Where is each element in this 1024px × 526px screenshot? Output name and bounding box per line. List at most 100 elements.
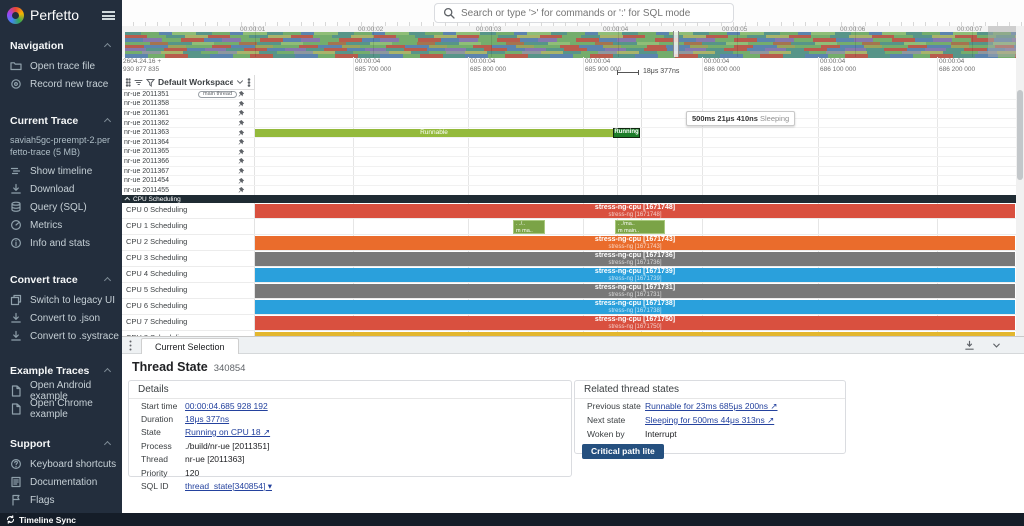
vertical-scrollbar[interactable]: [1016, 26, 1024, 336]
sidebar-item-query-sql[interactable]: Query (SQL): [0, 198, 122, 216]
sidebar-item-keyboard-shortcuts[interactable]: Keyboard shortcuts: [0, 455, 122, 473]
cpu-track-row[interactable]: stress-ng-cpu [1671748] stress-ng [16717…: [122, 203, 1016, 219]
minimap-viewport-brush[interactable]: [673, 31, 679, 57]
section-navigation[interactable]: Navigation: [0, 34, 122, 57]
metrics-icon: [10, 220, 22, 231]
cpu-track-row[interactable]: stress-ng-cpu [1671736] stress-ng [16717…: [122, 251, 1016, 267]
chevron-down-icon[interactable]: [236, 78, 244, 86]
cpu-track-row[interactable]: stress-ng-cpu [1671731] stress-ng [16717…: [122, 283, 1016, 299]
chevron-expanded-icon: [124, 196, 131, 203]
pin-icon[interactable]: [238, 129, 245, 137]
thread-track-row[interactable]: nr-ue 2011454: [122, 176, 1016, 186]
scrollbar-thumb[interactable]: [1017, 90, 1023, 180]
sidebar-item-documentation[interactable]: Documentation: [0, 473, 122, 491]
pin-icon[interactable]: [238, 91, 245, 98]
critical-path-lite-button[interactable]: Critical path lite: [582, 443, 664, 459]
thread-track-row[interactable]: nr-ue 2011365: [122, 147, 1016, 158]
thread-track-row[interactable]: nr-ue 2011351 main thread: [122, 90, 1016, 100]
sidebar-item-switch-legacy-ui[interactable]: Switch to legacy UI: [0, 291, 122, 309]
thread-track-row[interactable]: nr-ue 2011361: [122, 109, 1016, 119]
sched-slice[interactable]: stress-ng-cpu [1671731] stress-ng [16717…: [255, 284, 1015, 298]
runnable-slice[interactable]: Runnable: [255, 129, 613, 137]
workspace-title[interactable]: Default Workspace: [158, 77, 233, 87]
cpu-track-row[interactable]: stress-ng-cpu [1671738] stress-ng [16717…: [122, 299, 1016, 315]
selection-id: 340854: [213, 363, 246, 374]
state-link[interactable]: Running on CPU 18 ↗: [185, 426, 271, 437]
download-icon: [11, 313, 21, 323]
cpu-track-row[interactable]: stress-ng-cpu [1671743] stress-ng [16717…: [122, 235, 1016, 251]
thread-track-row[interactable]: nr-ue 2011362: [122, 118, 1016, 129]
sched-slice[interactable]: . ./ma.. m main..: [615, 220, 665, 234]
pin-icon[interactable]: [238, 139, 245, 146]
tab-current-selection[interactable]: Current Selection: [141, 338, 239, 354]
pin-icon[interactable]: [238, 100, 245, 108]
sched-slice[interactable]: stress-ng-cpu [1671738] stress-ng [16717…: [255, 300, 1015, 314]
sidebar-item-open-android-example[interactable]: Open Android example: [0, 380, 122, 402]
sched-slice[interactable]: stress-ng-cpu [1671750] stress-ng [16717…: [255, 316, 1015, 330]
sidebar-item-label: Flags: [30, 494, 55, 506]
sidebar-item-download[interactable]: Download: [0, 180, 122, 198]
search-box[interactable]: [434, 3, 734, 23]
cpu-scheduling-group-header[interactable]: CPU Scheduling: [122, 195, 1016, 203]
menu-icon[interactable]: [102, 10, 115, 20]
pin-icon[interactable]: [238, 110, 245, 117]
start-time-link[interactable]: 00:00:04.685 928 192: [185, 400, 268, 411]
drag-handle-icon[interactable]: [125, 77, 131, 87]
pin-icon[interactable]: [238, 158, 245, 165]
sidebar-item-info-and-stats[interactable]: Info and stats: [0, 234, 122, 252]
legacy-ui-icon: [10, 295, 22, 306]
thread-track-row[interactable]: nr-ue 2011358: [122, 99, 1016, 110]
timeline-minimap[interactable]: 00:00:01 00:00:02 00:00:03 00:00:04 00:0…: [122, 26, 1016, 58]
filter-tracks-icon[interactable]: [146, 78, 155, 87]
thread-track-row[interactable]: nr-ue 2011367: [122, 166, 1016, 177]
cpu-track-row[interactable]: . ./.. m ma.. . ./ma.. m main.. CPU 1 Sche…: [122, 219, 1016, 235]
collapse-panel-icon[interactable]: [991, 340, 1002, 351]
pin-icon[interactable]: [238, 148, 245, 156]
perfetto-logo[interactable]: [7, 6, 24, 24]
sidebar-item-record-new-trace[interactable]: Record new trace: [0, 75, 122, 93]
sidebar-item-convert-systrace[interactable]: Convert to .systrace: [0, 327, 122, 345]
sched-slice[interactable]: . ./.. m ma..: [513, 220, 545, 234]
sidebar-item-flags[interactable]: Flags: [0, 491, 122, 509]
kebab-menu-icon[interactable]: [247, 77, 251, 87]
sidebar-item-show-timeline[interactable]: Show timeline: [0, 162, 122, 180]
sidebar-item-open-chrome-example[interactable]: Open Chrome example: [0, 398, 122, 420]
cpu-track-row[interactable]: stress-ng-cpu [1671739] stress-ng [16717…: [122, 267, 1016, 283]
cpu-track-row-partial[interactable]: CPU 8 Scheduling: [122, 331, 1016, 336]
sidebar-item-open-trace-file[interactable]: Open trace file: [0, 57, 122, 75]
pin-icon[interactable]: [238, 187, 245, 194]
search-input[interactable]: [461, 7, 725, 19]
sched-slice[interactable]: stress-ng-cpu [1671743] stress-ng [16717…: [255, 236, 1015, 250]
section-current-trace[interactable]: Current Trace: [0, 109, 122, 132]
trace-origin-timestamp: 2604.24.16 +930 877 835: [123, 58, 162, 74]
status-bar-label[interactable]: Timeline Sync: [19, 514, 77, 525]
cpu-track-row[interactable]: stress-ng-cpu [1671750] stress-ng [16717…: [122, 315, 1016, 331]
sched-slice[interactable]: [255, 332, 1015, 336]
sidebar-item-settings[interactable]: Settings: [0, 509, 122, 514]
sched-slice[interactable]: stress-ng-cpu [1671748] stress-ng [16717…: [255, 204, 1015, 218]
panel-drag-handle-icon[interactable]: [128, 340, 133, 351]
dock-bottom-icon[interactable]: [964, 340, 975, 351]
running-slice-selected[interactable]: Running: [613, 127, 640, 138]
section-example-traces[interactable]: Example Traces: [0, 359, 122, 382]
file-icon: [11, 403, 21, 415]
sql-id-link[interactable]: thread_state[340854] ▾: [185, 480, 272, 491]
thread-track-row[interactable]: nr-ue 2011364: [122, 137, 1016, 148]
sched-slice[interactable]: stress-ng-cpu [1671739] stress-ng [16717…: [255, 268, 1015, 282]
sidebar-item-metrics[interactable]: Metrics: [0, 216, 122, 234]
sched-slice[interactable]: stress-ng-cpu [1671736] stress-ng [16717…: [255, 252, 1015, 266]
previous-state-link[interactable]: Runnable for 23ms 685μs 200ns ↗: [645, 400, 778, 411]
pin-icon[interactable]: [238, 177, 245, 185]
thread-track-row[interactable]: nr-ue 2011366: [122, 157, 1016, 167]
next-state-link[interactable]: Sleeping for 500ms 44μs 313ns ↗: [645, 414, 775, 425]
related-thread-states-card: Related thread states Previous state Runn…: [574, 380, 846, 459]
pin-icon[interactable]: [238, 119, 245, 127]
sort-tracks-icon[interactable]: [134, 78, 143, 87]
section-support[interactable]: Support: [0, 432, 122, 455]
section-convert-trace[interactable]: Convert trace: [0, 268, 122, 291]
sidebar-item-convert-json[interactable]: Convert to .json: [0, 309, 122, 327]
duration-link[interactable]: 18μs 377ns: [185, 413, 230, 424]
thread-name: nr-ue 2011366: [124, 157, 170, 165]
thread-track-row-selected[interactable]: nr-ue 2011363: [122, 128, 1016, 138]
pin-icon[interactable]: [238, 167, 245, 175]
